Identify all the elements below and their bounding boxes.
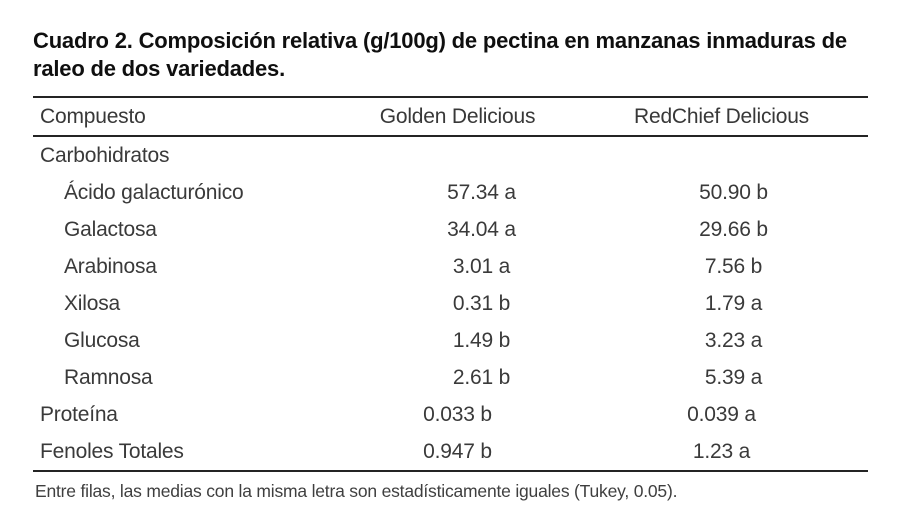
row-label: Proteína: [40, 402, 118, 426]
cell-redchief: 1.79 a: [704, 291, 763, 315]
row-label: Galactosa: [64, 217, 157, 241]
row-label: Arabinosa: [64, 254, 157, 278]
table-row: Ácido galacturónico 57.34 a 50.90 b: [33, 174, 868, 211]
cell-redchief: 3.23 a: [704, 328, 763, 352]
table-header-row: Compuesto Golden Delicious RedChief Deli…: [33, 98, 868, 137]
cell-redchief: 5.39 a: [704, 365, 763, 389]
table-footnote: Entre filas, las medias con la misma let…: [35, 481, 678, 501]
cell-redchief: 7.56 b: [704, 254, 763, 278]
data-table: Compuesto Golden Delicious RedChief Deli…: [33, 96, 868, 472]
row-label: Glucosa: [64, 328, 140, 352]
cell-golden: 3.01 a: [452, 254, 511, 278]
cell-golden: 0.947 b: [423, 439, 492, 463]
cell-golden: 0.31 b: [452, 291, 511, 315]
column-header-golden-delicious: Golden Delicious: [379, 104, 536, 128]
cell-golden: 57.34 a: [447, 180, 516, 204]
cell-golden: 34.04 a: [447, 217, 516, 241]
cell-golden: 1.49 b: [452, 328, 511, 352]
row-label: Ramnosa: [64, 365, 153, 389]
cell-golden: 0.033 b: [423, 402, 492, 426]
cell-redchief: 0.039 a: [687, 402, 756, 426]
table-row: Xilosa 0.31 b 1.79 a: [33, 285, 868, 322]
row-label: Fenoles Totales: [40, 439, 184, 463]
table-row: Glucosa 1.49 b 3.23 a: [33, 322, 868, 359]
cell-golden: 2.61 b: [452, 365, 511, 389]
column-header-compound: Compuesto: [40, 104, 146, 128]
cell-redchief: 1.23 a: [692, 439, 751, 463]
table-row: Proteína 0.033 b 0.039 a: [33, 396, 868, 433]
table-row: Fenoles Totales 0.947 b 1.23 a: [33, 433, 868, 470]
row-label: Xilosa: [64, 291, 120, 315]
table-caption: Cuadro 2. Composición relativa (g/100g) …: [33, 28, 847, 81]
row-label: Ácido galacturónico: [64, 180, 244, 204]
table-row: Arabinosa 3.01 a 7.56 b: [33, 248, 868, 285]
table-row: Galactosa 34.04 a 29.66 b: [33, 211, 868, 248]
cell-redchief: 29.66 b: [699, 217, 768, 241]
table-row: Ramnosa 2.61 b 5.39 a: [33, 359, 868, 396]
column-header-redchief-delicious: RedChief Delicious: [634, 104, 809, 128]
row-label: Carbohidratos: [40, 143, 170, 167]
cell-redchief: 50.90 b: [699, 180, 768, 204]
table-row-section-carbohidratos: Carbohidratos: [33, 137, 868, 174]
